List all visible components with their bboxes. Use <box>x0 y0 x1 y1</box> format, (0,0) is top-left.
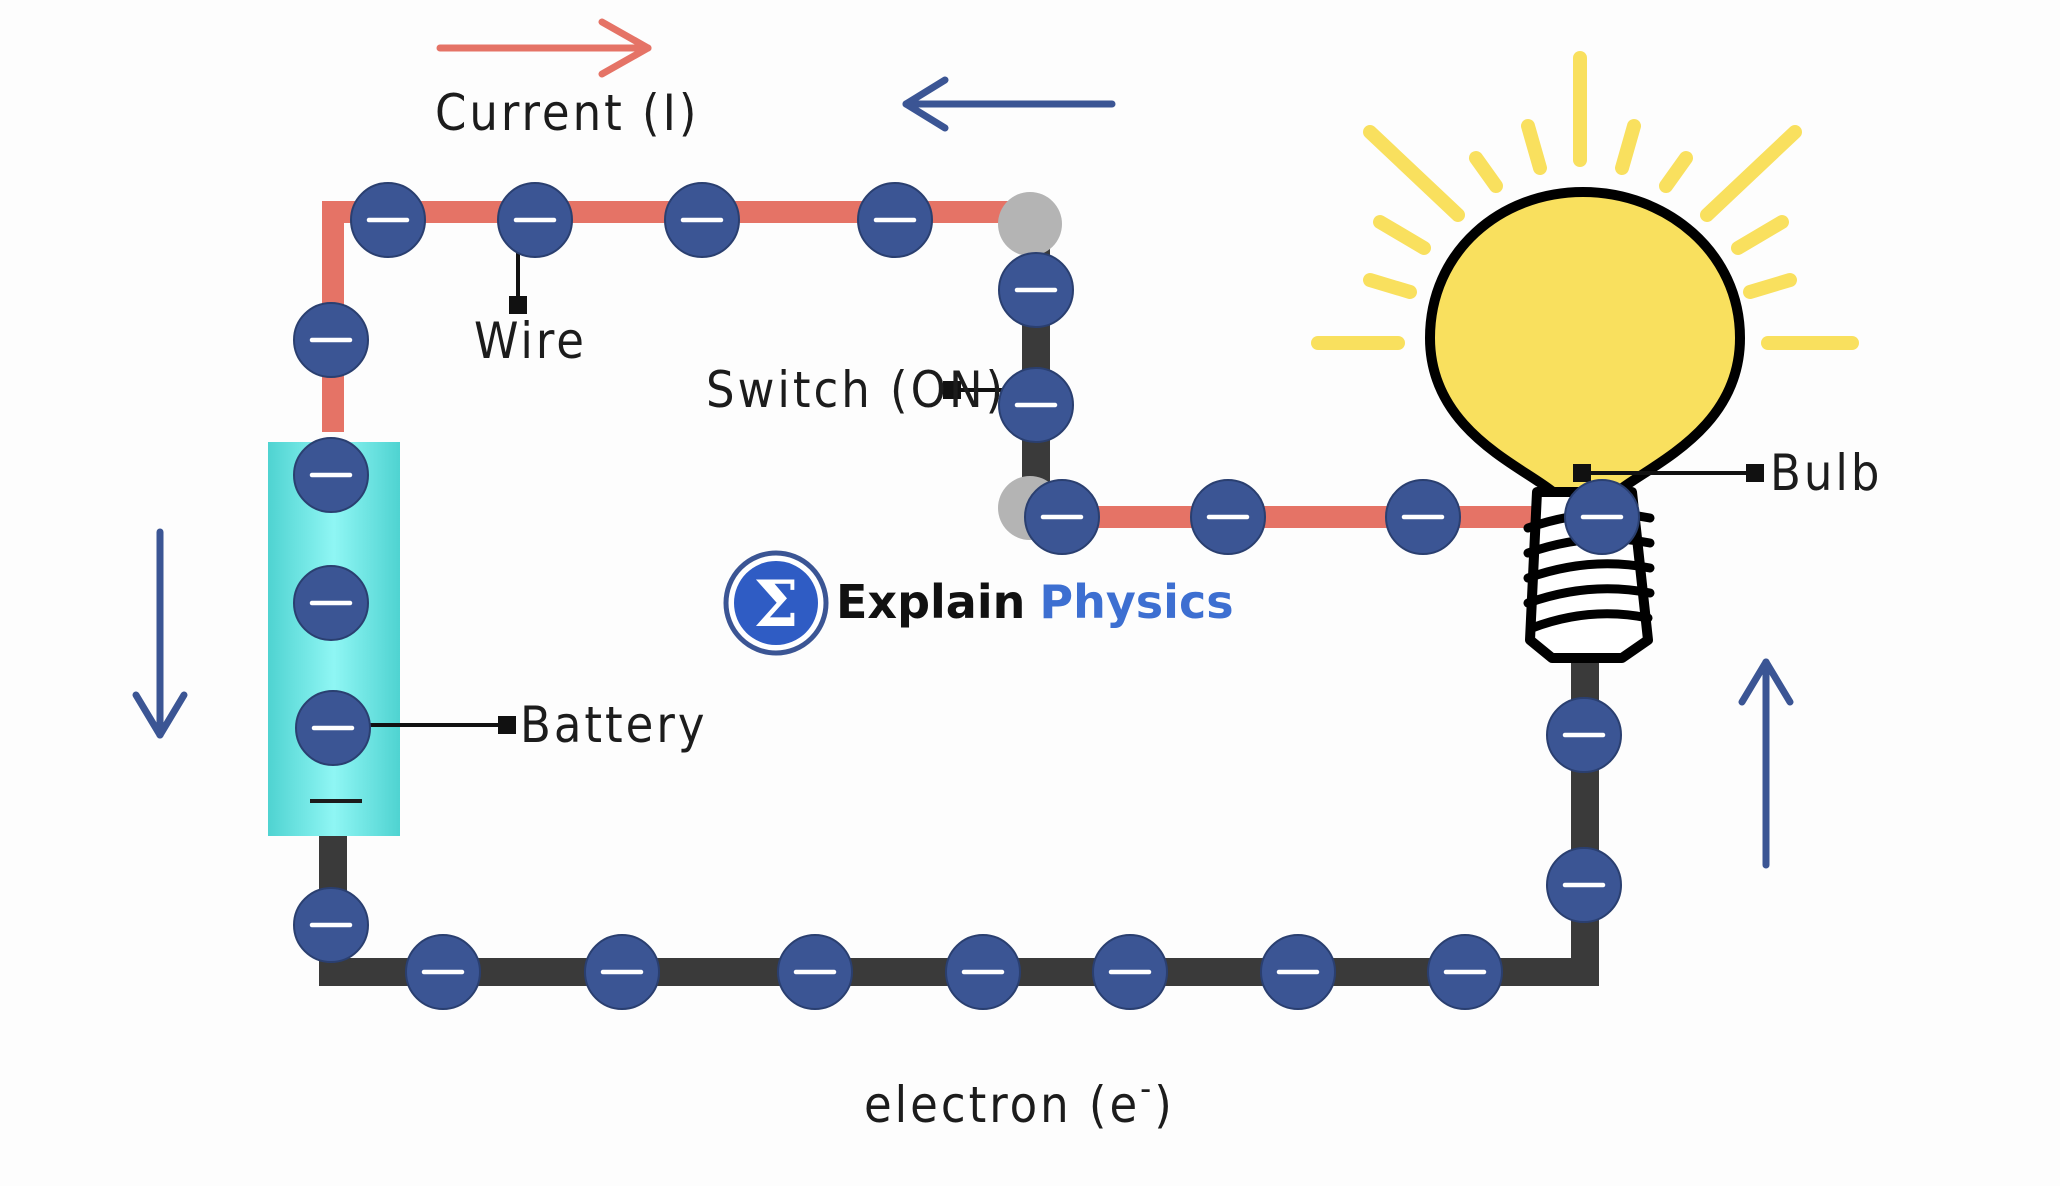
electron <box>1260 934 1336 1010</box>
logo-word-explain: Explain <box>836 575 1025 629</box>
current-arrow <box>436 18 652 78</box>
wire-label: Wire <box>474 312 587 370</box>
electron <box>1546 847 1622 923</box>
electron <box>1564 479 1640 555</box>
electron <box>998 252 1074 328</box>
electron <box>293 565 369 641</box>
electron-arrow-right <box>1738 658 1794 869</box>
electron <box>1092 934 1168 1010</box>
logo-text: Explain Physics <box>836 575 1234 629</box>
logo-word-physics: Physics <box>1039 575 1233 629</box>
electron <box>945 934 1021 1010</box>
electron <box>857 182 933 258</box>
electron <box>293 437 369 513</box>
electron <box>1546 697 1622 773</box>
electrons <box>293 182 1640 1010</box>
electron <box>1427 934 1503 1010</box>
electron <box>664 182 740 258</box>
bulb <box>1311 51 1859 663</box>
electron-label-close: ) <box>1154 1076 1175 1134</box>
switch-label: Switch (ON) <box>706 361 1006 419</box>
electron-label-superscript: - <box>1140 1069 1154 1109</box>
electron <box>998 367 1074 443</box>
electron <box>405 934 481 1010</box>
electron-label-text: electron (e <box>864 1076 1140 1134</box>
explain-physics-logo: Σ Explain Physics <box>723 550 1234 656</box>
electron <box>293 302 369 378</box>
electron <box>1024 479 1100 555</box>
electron <box>497 182 573 258</box>
electron-arrow-top <box>902 76 1116 132</box>
electron <box>295 690 371 766</box>
logo-circle-inner <box>734 561 818 645</box>
battery-label: Battery <box>520 696 707 754</box>
electron <box>1385 479 1461 555</box>
electron <box>777 934 853 1010</box>
current-label: Current (I) <box>435 84 699 142</box>
light-rays <box>1311 51 1859 350</box>
logo-sigma: Σ <box>753 567 798 642</box>
electron <box>1190 479 1266 555</box>
switch-node-top <box>998 192 1062 256</box>
electron-label: electron (e-) <box>864 1069 1175 1134</box>
electron <box>350 182 426 258</box>
electron-arrow-left <box>132 528 188 739</box>
bulb-label: Bulb <box>1770 444 1882 502</box>
electron <box>293 887 369 963</box>
bulb-glass <box>1425 187 1745 497</box>
electron <box>584 934 660 1010</box>
